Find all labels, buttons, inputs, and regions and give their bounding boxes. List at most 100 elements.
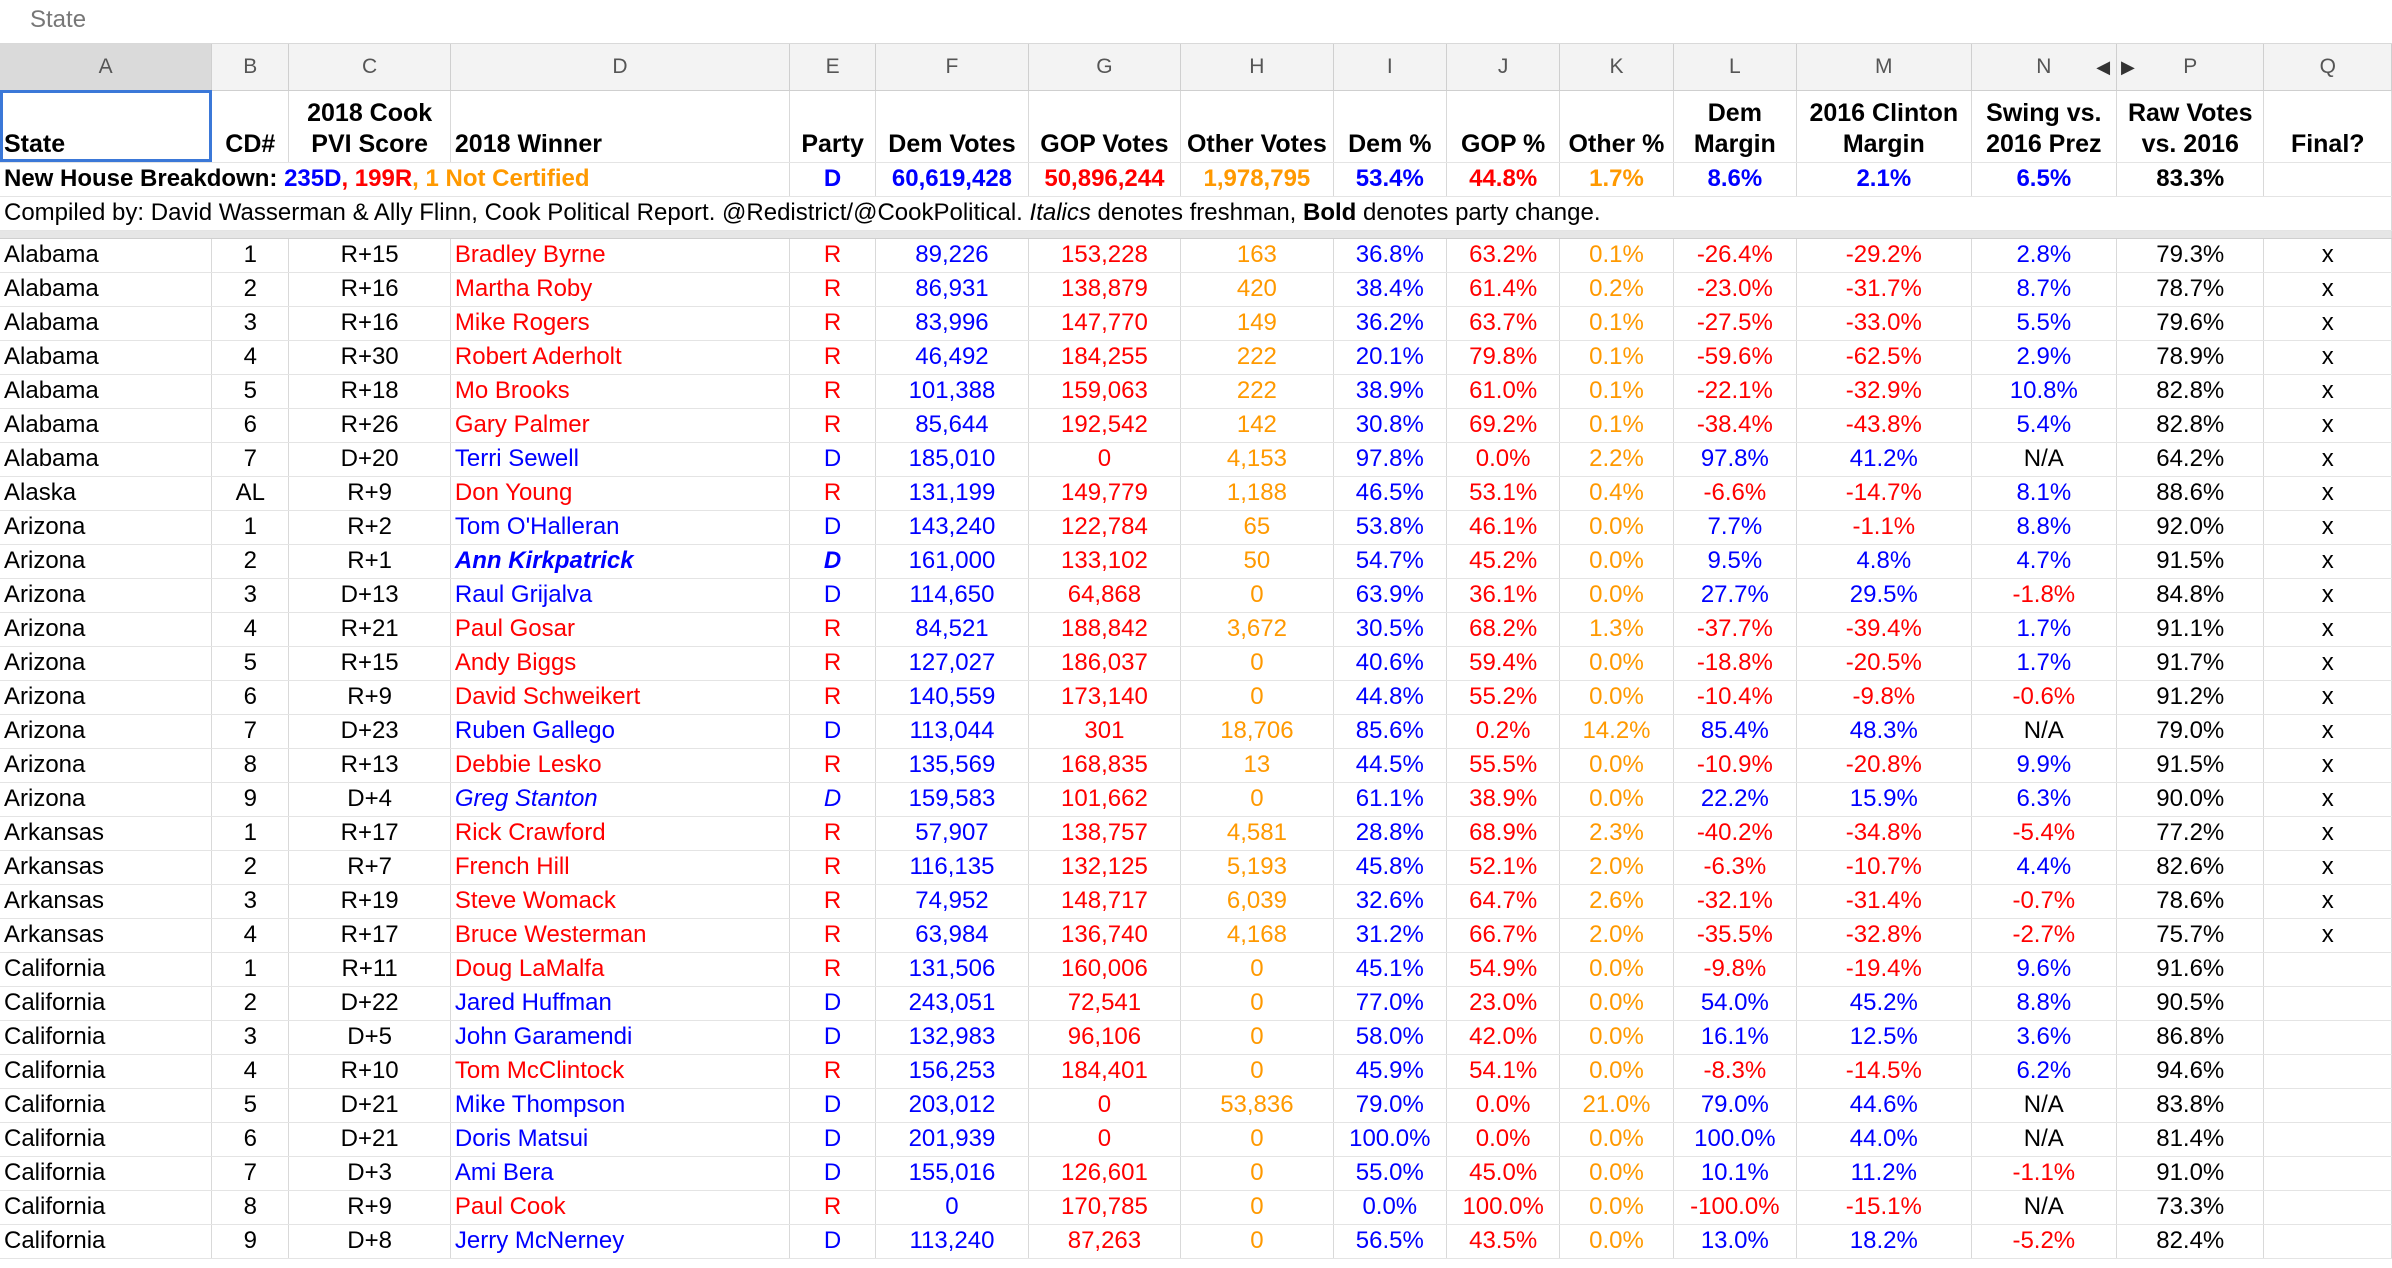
cell-winner[interactable]: Doris Matsui: [450, 1122, 790, 1157]
cell-swing[interactable]: 2.8%: [1971, 238, 2118, 273]
summary-gop-votes[interactable]: 50,896,244: [1028, 162, 1182, 197]
cell-dem-margin[interactable]: -23.0%: [1673, 272, 1798, 307]
cell-swing[interactable]: -1.8%: [1971, 578, 2118, 613]
cell-dem-votes[interactable]: 63,984: [875, 918, 1029, 953]
cell-state[interactable]: Alabama: [0, 306, 213, 341]
cell-swing[interactable]: 9.9%: [1971, 748, 2118, 783]
cell-state[interactable]: Arizona: [0, 612, 213, 647]
cell-dem-votes[interactable]: 84,521: [875, 612, 1029, 647]
cell-raw-votes[interactable]: 79.3%: [2116, 238, 2265, 273]
cell-other-pct[interactable]: 0.0%: [1559, 748, 1674, 783]
cell-winner[interactable]: Mike Rogers: [450, 306, 790, 341]
cell-dem-pct[interactable]: 30.5%: [1333, 612, 1447, 647]
cell-other-votes[interactable]: 6,039: [1180, 884, 1334, 919]
cell-state[interactable]: Alabama: [0, 340, 213, 375]
cell-gop-votes[interactable]: 132,125: [1028, 850, 1182, 885]
cell-dem-margin[interactable]: -8.3%: [1673, 1054, 1798, 1089]
cell-gop-votes[interactable]: 138,879: [1028, 272, 1182, 307]
cell-swing[interactable]: 6.3%: [1971, 782, 2118, 817]
cell-clinton-margin[interactable]: 18.2%: [1796, 1224, 1972, 1259]
cell-dem-votes[interactable]: 116,135: [875, 850, 1029, 885]
cell-cd[interactable]: 7: [211, 1156, 290, 1191]
cell-gop-votes[interactable]: 148,717: [1028, 884, 1182, 919]
cell-clinton-margin[interactable]: 12.5%: [1796, 1020, 1972, 1055]
cell-cd[interactable]: 4: [211, 918, 290, 953]
cell-dem-margin[interactable]: 97.8%: [1673, 442, 1798, 477]
header-gop-votes[interactable]: GOP Votes: [1028, 90, 1182, 163]
cell-dem-votes[interactable]: 201,939: [875, 1122, 1029, 1157]
cell-other-votes[interactable]: 0: [1180, 986, 1334, 1021]
cell-dem-pct[interactable]: 44.8%: [1333, 680, 1447, 715]
cell-winner[interactable]: Bruce Westerman: [450, 918, 790, 953]
cell-clinton-margin[interactable]: 41.2%: [1796, 442, 1972, 477]
cell-swing[interactable]: 5.4%: [1971, 408, 2118, 443]
cell-raw-votes[interactable]: 79.0%: [2116, 714, 2265, 749]
cell-state[interactable]: California: [0, 952, 213, 987]
cell-state[interactable]: California: [0, 1054, 213, 1089]
cell-gop-votes[interactable]: 122,784: [1028, 510, 1182, 545]
cell-winner[interactable]: Bradley Byrne: [450, 238, 790, 273]
cell-gop-pct[interactable]: 54.9%: [1446, 952, 1561, 987]
cell-dem-votes[interactable]: 57,907: [875, 816, 1029, 851]
cell-swing[interactable]: 2.9%: [1971, 340, 2118, 375]
cell-raw-votes[interactable]: 91.7%: [2116, 646, 2265, 681]
cell-other-votes[interactable]: 0: [1180, 646, 1334, 681]
cell-cd[interactable]: 5: [211, 646, 290, 681]
cell-dem-margin[interactable]: -10.9%: [1673, 748, 1798, 783]
cell-raw-votes[interactable]: 91.1%: [2116, 612, 2265, 647]
cell-swing[interactable]: N/A: [1971, 1190, 2118, 1225]
cell-clinton-margin[interactable]: 11.2%: [1796, 1156, 1972, 1191]
cell-clinton-margin[interactable]: -29.2%: [1796, 238, 1972, 273]
column-header-a[interactable]: A: [0, 44, 213, 91]
cell-clinton-margin[interactable]: -20.5%: [1796, 646, 1972, 681]
cell-other-votes[interactable]: 222: [1180, 340, 1334, 375]
cell-pvi[interactable]: R+17: [288, 918, 451, 953]
cell-other-pct[interactable]: 0.1%: [1559, 374, 1674, 409]
cell-gop-votes[interactable]: 186,037: [1028, 646, 1182, 681]
cell-gop-votes[interactable]: 170,785: [1028, 1190, 1182, 1225]
cell-other-votes[interactable]: 50: [1180, 544, 1334, 579]
cell-dem-pct[interactable]: 45.1%: [1333, 952, 1447, 987]
cell-other-pct[interactable]: 0.2%: [1559, 272, 1674, 307]
cell-gop-pct[interactable]: 23.0%: [1446, 986, 1561, 1021]
cell-party[interactable]: D: [789, 986, 877, 1021]
cell-swing[interactable]: 8.1%: [1971, 476, 2118, 511]
cell-dem-votes[interactable]: 159,583: [875, 782, 1029, 817]
cell-winner[interactable]: Debbie Lesko: [450, 748, 790, 783]
cell-other-pct[interactable]: 0.0%: [1559, 1122, 1674, 1157]
cell-dem-margin[interactable]: -37.7%: [1673, 612, 1798, 647]
cell-gop-votes[interactable]: 0: [1028, 1122, 1182, 1157]
cell-state[interactable]: Arkansas: [0, 850, 213, 885]
cell-dem-votes[interactable]: 113,240: [875, 1224, 1029, 1259]
cell-other-votes[interactable]: 0: [1180, 680, 1334, 715]
cell-party[interactable]: R: [789, 340, 877, 375]
cell-final[interactable]: [2263, 1156, 2392, 1191]
cell-state[interactable]: Arizona: [0, 782, 213, 817]
cell-clinton-margin[interactable]: -33.0%: [1796, 306, 1972, 341]
cell-final[interactable]: x: [2263, 476, 2392, 511]
cell-other-pct[interactable]: 0.0%: [1559, 1156, 1674, 1191]
cell-party[interactable]: R: [789, 884, 877, 919]
column-header-p[interactable]: ▶ P: [2116, 44, 2265, 91]
cell-winner[interactable]: Steve Womack: [450, 884, 790, 919]
cell-winner[interactable]: Mo Brooks: [450, 374, 790, 409]
cell-party[interactable]: D: [789, 1088, 877, 1123]
summary-other-pct[interactable]: 1.7%: [1559, 162, 1674, 197]
cell-party[interactable]: R: [789, 680, 877, 715]
cell-swing[interactable]: -5.4%: [1971, 816, 2118, 851]
cell-winner[interactable]: Doug LaMalfa: [450, 952, 790, 987]
cell-party[interactable]: R: [789, 1054, 877, 1089]
cell-clinton-margin[interactable]: -34.8%: [1796, 816, 1972, 851]
cell-pvi[interactable]: R+13: [288, 748, 451, 783]
cell-raw-votes[interactable]: 91.2%: [2116, 680, 2265, 715]
cell-other-pct[interactable]: 2.0%: [1559, 850, 1674, 885]
cell-winner[interactable]: Gary Palmer: [450, 408, 790, 443]
cell-other-pct[interactable]: 0.0%: [1559, 578, 1674, 613]
cell-gop-pct[interactable]: 52.1%: [1446, 850, 1561, 885]
cell-raw-votes[interactable]: 78.6%: [2116, 884, 2265, 919]
cell-other-pct[interactable]: 0.0%: [1559, 1224, 1674, 1259]
cell-dem-pct[interactable]: 55.0%: [1333, 1156, 1447, 1191]
cell-other-pct[interactable]: 2.6%: [1559, 884, 1674, 919]
cell-clinton-margin[interactable]: -43.8%: [1796, 408, 1972, 443]
cell-clinton-margin[interactable]: 4.8%: [1796, 544, 1972, 579]
